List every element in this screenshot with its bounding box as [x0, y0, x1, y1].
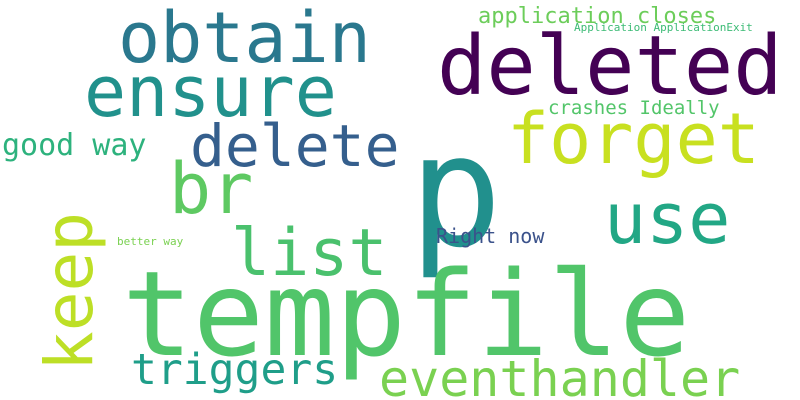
- word-use: use: [604, 178, 730, 260]
- word-keep: keep: [31, 212, 108, 371]
- word-triggers: triggers: [131, 345, 338, 395]
- word-good-way: good way: [2, 128, 147, 163]
- word-delete: delete: [190, 112, 400, 180]
- word-application-closes: application closes: [478, 4, 716, 29]
- word-right-now: Right now: [436, 224, 545, 248]
- word-ensure: ensure: [84, 51, 337, 133]
- word-eventhandler: eventhandler: [379, 350, 740, 400]
- word-tempfile: tempfile: [122, 245, 690, 383]
- word-application-applicationexit: Application ApplicationExit: [574, 21, 753, 34]
- word-list: list: [231, 216, 388, 291]
- word-crashes-ideally: crashes Ideally: [548, 97, 720, 119]
- word-obtain: obtain: [118, 0, 371, 79]
- word-forget: forget: [507, 98, 760, 180]
- word-better-way: better way: [117, 235, 184, 248]
- word-p: p: [409, 101, 502, 282]
- word-br: br: [169, 148, 253, 230]
- word-deleted: deleted: [437, 19, 783, 114]
